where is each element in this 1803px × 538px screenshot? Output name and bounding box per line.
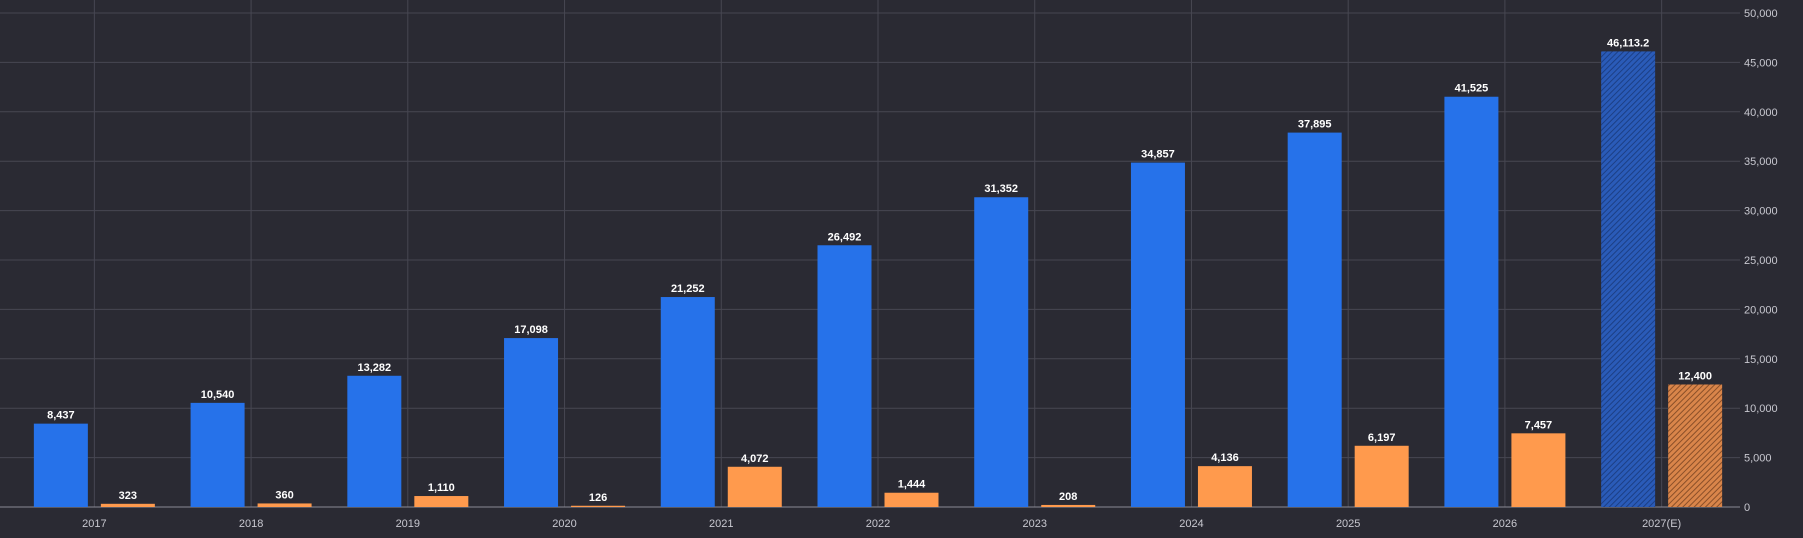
bar [974, 197, 1029, 507]
bar [884, 492, 939, 507]
bar-value-label: 37,895 [1298, 119, 1332, 131]
bar-value-label: 4,072 [741, 453, 769, 465]
bar [817, 245, 872, 507]
bar-value-label: 6,197 [1368, 432, 1396, 444]
bar-value-label: 13,282 [357, 362, 391, 374]
bar [660, 297, 715, 507]
bars [33, 51, 1723, 508]
bar [1444, 96, 1499, 507]
bar [190, 402, 245, 507]
bar-value-label: 360 [275, 489, 293, 501]
x-tick-label: 2024 [1179, 518, 1203, 530]
x-tick-label: 2019 [396, 518, 420, 530]
x-tick-label: 2017 [82, 518, 106, 530]
bar [257, 503, 312, 507]
bar-value-label: 4,136 [1211, 452, 1239, 464]
bar-value-label: 26,492 [828, 231, 862, 243]
bar-value-label: 1,444 [898, 479, 926, 491]
bar [571, 505, 626, 507]
bar-value-label: 21,252 [671, 283, 705, 295]
bar-value-label: 46,113.2 [1607, 37, 1649, 49]
bar-value-label: 8,437 [47, 410, 75, 422]
bar-value-label: 31,352 [984, 183, 1018, 195]
bar [1601, 51, 1656, 508]
bar [727, 466, 782, 507]
bar-value-label: 41,525 [1455, 83, 1489, 95]
y-axis: 0 5,000 10,000 15,000 20,000 25,000 30,000 35,0… [1744, 8, 1778, 514]
bar [1041, 504, 1096, 507]
x-tick-label: 2018 [239, 518, 263, 530]
bar-value-label: 1,110 [428, 482, 455, 494]
x-tick-label: 2021 [709, 518, 733, 530]
bar-value-label: 17,098 [514, 324, 548, 336]
y-tick-label: 50,000 [1744, 8, 1778, 20]
bar [347, 375, 402, 507]
y-tick-label: 15,000 [1744, 354, 1778, 366]
x-axis: 2017 2018 2019 2020 2021 2022 2023 2024 2025 2026… [82, 518, 1681, 530]
bar-value-label: 12,400 [1678, 370, 1712, 382]
bar-value-label: 126 [589, 492, 607, 504]
bar-value-label: 7,457 [1525, 419, 1553, 431]
bar-value-label: 323 [119, 490, 137, 502]
bar [1287, 132, 1342, 507]
bar [100, 503, 155, 507]
y-tick-label: 40,000 [1744, 107, 1778, 119]
x-tick-label: 2026 [1493, 518, 1517, 530]
y-tick-label: 45,000 [1744, 57, 1778, 69]
x-tick-label: 2025 [1336, 518, 1360, 530]
y-tick-label: 25,000 [1744, 255, 1778, 267]
bar-value-label: 10,540 [201, 389, 235, 401]
bar [1130, 162, 1185, 507]
bar [1354, 445, 1409, 507]
bar [1197, 466, 1252, 507]
x-tick-label: 2020 [552, 518, 576, 530]
y-tick-label: 20,000 [1744, 304, 1778, 316]
bar [1511, 433, 1566, 507]
bar [414, 496, 469, 507]
y-tick-label: 30,000 [1744, 206, 1778, 218]
bar-value-label: 34,857 [1141, 149, 1175, 161]
y-tick-label: 35,000 [1744, 156, 1778, 168]
y-tick-label: 5,000 [1744, 453, 1772, 465]
bar [1668, 384, 1723, 507]
x-tick-label: 2023 [1022, 518, 1046, 530]
y-tick-label: 0 [1744, 502, 1750, 514]
y-tick-label: 10,000 [1744, 403, 1778, 415]
bar-value-label: 208 [1059, 491, 1077, 503]
bar [33, 423, 88, 507]
x-tick-label: 2022 [866, 518, 890, 530]
x-tick-label: 2027(E) [1642, 518, 1681, 530]
bar [504, 338, 559, 507]
data-labels: 8,437 323 10,540 360 13,282 1,110 17,098 126 21,… [47, 37, 1712, 503]
